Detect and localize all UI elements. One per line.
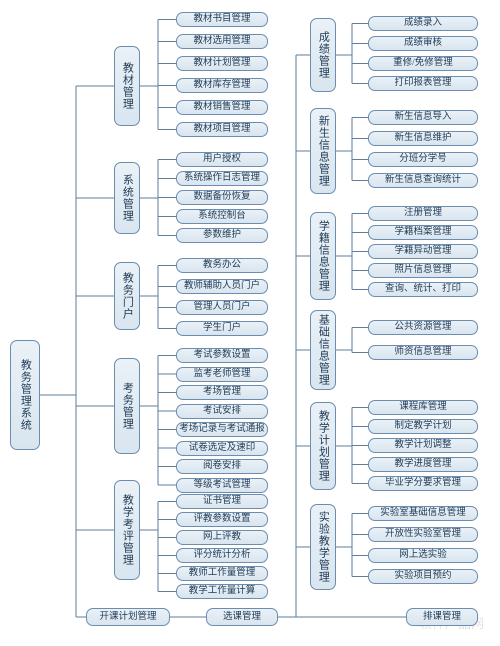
leaf-kaowu-7: 等级考试管理 [176, 478, 268, 493]
cat-xinsheng: 新生信息管理 [310, 108, 336, 194]
leaf-chengji-1: 成绩审核 [368, 36, 478, 51]
leaf-kaowu-2: 考场管理 [176, 385, 268, 400]
leaf-jichu-1: 师资信息管理 [368, 345, 478, 360]
cat-kaike: 开课计划管理 [86, 608, 170, 626]
leaf-shiyan-1: 开放性实验室管理 [368, 527, 478, 542]
leaf-xueji-2: 学籍异动管理 [368, 244, 478, 259]
leaf-jiaocai-4: 教材销售管理 [176, 100, 268, 115]
leaf-xueji-3: 照片信息管理 [368, 263, 478, 278]
cat-jiaowu: 教务门户 [114, 262, 140, 330]
leaf-kaoping-0: 证书管理 [176, 494, 268, 509]
leaf-jihua-0: 课程库管理 [368, 400, 478, 415]
leaf-kaowu-0: 考试参数设置 [176, 348, 268, 363]
leaf-kaowu-3: 考试安排 [176, 404, 268, 419]
leaf-kaowu-4: 考场记录与考试通报 [176, 422, 268, 437]
cat-kaowu: 考务管理 [114, 358, 140, 454]
leaf-jihua-3: 教学进度管理 [368, 457, 478, 472]
leaf-jiaocai-3: 教材库存管理 [176, 78, 268, 93]
leaf-xitong-1: 系统操作日志管理 [176, 171, 268, 186]
leaf-kaoping-3: 评分统计分析 [176, 548, 268, 563]
leaf-kaowu-1: 监考老师管理 [176, 367, 268, 382]
leaf-jiaocai-1: 教材选用管理 [176, 34, 268, 49]
cat-jihua: 教学计划管理 [310, 402, 336, 490]
leaf-chengji-2: 重修/免修管理 [368, 56, 478, 71]
leaf-chengji-0: 成绩录入 [368, 16, 478, 31]
cat-xueji: 学籍信息管理 [310, 212, 336, 300]
leaf-xitong-2: 数据备份恢复 [176, 190, 268, 205]
leaf-xitong-4: 参数维护 [176, 228, 268, 243]
leaf-jiaowu-2: 管理人员门户 [176, 300, 268, 315]
leaf-shiyan-3: 实验项目预约 [368, 569, 478, 584]
leaf-xinsheng-1: 新生信息维护 [368, 131, 478, 146]
leaf-chengji-3: 打印报表管理 [368, 76, 478, 91]
cat-shiyan: 实验教学管理 [310, 504, 336, 590]
root-node: 教务管理系统 [10, 340, 40, 450]
cat-xitong: 系统管理 [114, 162, 140, 234]
cat-jiaocai: 教材管理 [114, 46, 140, 126]
leaf-kaoping-4: 教师工作量管理 [176, 566, 268, 581]
leaf-xueji-0: 注册管理 [368, 206, 478, 221]
cat-xuanke: 选课管理 [206, 608, 278, 626]
leaf-jiaowu-0: 教务办公 [176, 258, 268, 273]
leaf-jichu-0: 公共资源管理 [368, 320, 478, 335]
leaf-kaowu-6: 阅卷安排 [176, 459, 268, 474]
cat-kaoping: 教学考评管理 [114, 480, 140, 580]
leaf-jihua-1: 制定教学计划 [368, 419, 478, 434]
leaf-kaoping-2: 网上评教 [176, 530, 268, 545]
leaf-xueji-1: 学籍档案管理 [368, 225, 478, 240]
leaf-jiaocai-2: 教材计划管理 [176, 56, 268, 71]
leaf-jiaocai-5: 教材项目管理 [176, 122, 268, 137]
leaf-jihua-4: 毕业学分要求管理 [368, 476, 478, 491]
leaf-jihua-2: 教学计划调整 [368, 438, 478, 453]
leaf-xinsheng-3: 新生信息查询统计 [368, 173, 478, 188]
leaf-shiyan-2: 网上选实验 [368, 548, 478, 563]
leaf-xueji-4: 查询、统计、打印 [368, 282, 478, 297]
leaf-jiaowu-1: 教师辅助人员门户 [176, 279, 268, 294]
leaf-xitong-3: 系统控制台 [176, 209, 268, 224]
cat-jichu: 基础信息管理 [310, 310, 336, 390]
leaf-xinsheng-0: 新生信息导入 [368, 110, 478, 125]
leaf-kaowu-5: 试卷选定及速印 [176, 441, 268, 456]
leaf-xitong-0: 用户授权 [176, 152, 268, 167]
leaf-jiaowu-3: 学生门户 [176, 321, 268, 336]
leaf-kaoping-1: 评教参数设置 [176, 512, 268, 527]
leaf-xinsheng-2: 分班分学号 [368, 152, 478, 167]
leaf-kaoping-5: 教学工作量计算 [176, 584, 268, 599]
cat-chengji: 成绩管理 [310, 18, 336, 92]
leaf-jiaocai-0: 教材书目管理 [176, 12, 268, 27]
org-chart: 软件产品网 教务管理系统教材管理系统管理教务门户考务管理教学考评管理成绩管理新生… [6, 6, 494, 640]
leaf-shiyan-0: 实验室基础信息管理 [368, 506, 478, 521]
cat-paike: 排课管理 [406, 608, 478, 626]
